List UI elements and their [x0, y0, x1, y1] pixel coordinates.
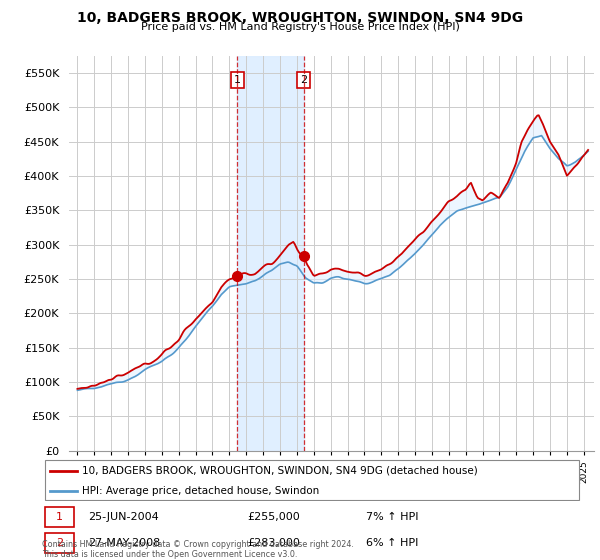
Text: HPI: Average price, detached house, Swindon: HPI: Average price, detached house, Swin… [83, 486, 320, 496]
Text: 27-MAY-2008: 27-MAY-2008 [88, 538, 160, 548]
Text: Price paid vs. HM Land Registry's House Price Index (HPI): Price paid vs. HM Land Registry's House … [140, 22, 460, 32]
FancyBboxPatch shape [45, 533, 74, 553]
Text: 1: 1 [234, 75, 241, 85]
Text: 2: 2 [300, 75, 307, 85]
Text: 10, BADGERS BROOK, WROUGHTON, SWINDON, SN4 9DG: 10, BADGERS BROOK, WROUGHTON, SWINDON, S… [77, 11, 523, 25]
Text: 2: 2 [56, 538, 63, 548]
Text: Contains HM Land Registry data © Crown copyright and database right 2024.
This d: Contains HM Land Registry data © Crown c… [42, 540, 354, 559]
FancyBboxPatch shape [45, 507, 74, 527]
FancyBboxPatch shape [45, 460, 580, 501]
Text: 6% ↑ HPI: 6% ↑ HPI [366, 538, 418, 548]
Text: £283,000: £283,000 [247, 538, 300, 548]
Text: 1: 1 [56, 512, 63, 522]
Text: 7% ↑ HPI: 7% ↑ HPI [366, 512, 419, 522]
Text: 10, BADGERS BROOK, WROUGHTON, SWINDON, SN4 9DG (detached house): 10, BADGERS BROOK, WROUGHTON, SWINDON, S… [83, 465, 478, 475]
Text: 25-JUN-2004: 25-JUN-2004 [88, 512, 158, 522]
Bar [238, 56, 304, 451]
Text: £255,000: £255,000 [247, 512, 300, 522]
